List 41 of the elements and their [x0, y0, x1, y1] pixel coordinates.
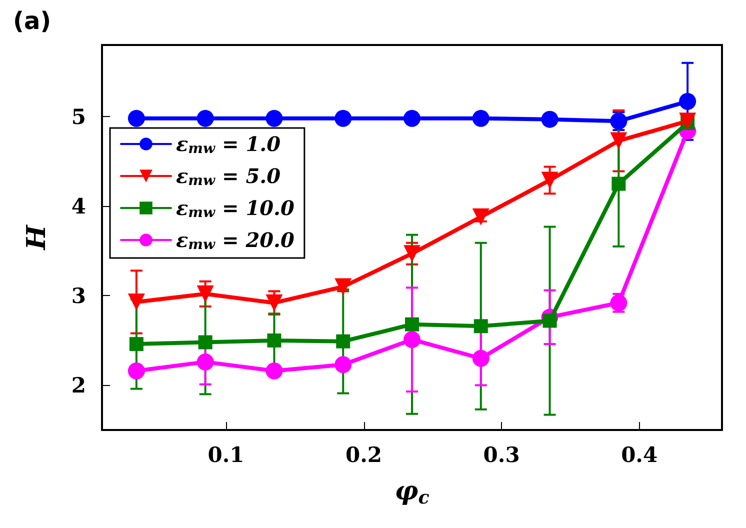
point [336, 334, 350, 348]
x-tick-label: 0.4 [621, 442, 658, 467]
point [405, 317, 419, 332]
y-axis-title: H [22, 224, 52, 251]
point [196, 110, 214, 127]
point [679, 92, 696, 110]
y-tick-label: 2 [71, 372, 86, 398]
point [404, 331, 420, 348]
chart-title: (a) [13, 7, 52, 35]
point [404, 245, 420, 262]
point [267, 333, 282, 348]
point [610, 132, 628, 150]
point [334, 356, 352, 374]
y-tick-label: 3 [71, 283, 86, 308]
point [196, 285, 214, 302]
point [129, 337, 144, 352]
point [474, 319, 488, 334]
point [472, 350, 490, 367]
x-tick-label: 0.1 [208, 442, 244, 467]
x-tick-label: 0.2 [346, 442, 382, 467]
point [196, 353, 214, 370]
point [128, 110, 145, 127]
point [334, 278, 352, 296]
point [472, 110, 490, 127]
y-tick-label: 4 [71, 194, 86, 219]
point [128, 293, 145, 310]
point [679, 112, 696, 130]
x-tick-label: 0.3 [483, 442, 520, 467]
point [266, 362, 283, 380]
point [541, 172, 558, 189]
point [541, 110, 558, 128]
point [266, 110, 283, 127]
point [198, 335, 212, 350]
point [542, 314, 557, 328]
point [128, 362, 145, 380]
point [404, 110, 420, 127]
point [266, 294, 283, 312]
point [612, 176, 626, 191]
y-tick-label: 5 [71, 104, 86, 130]
point [334, 110, 352, 127]
point [472, 208, 490, 226]
